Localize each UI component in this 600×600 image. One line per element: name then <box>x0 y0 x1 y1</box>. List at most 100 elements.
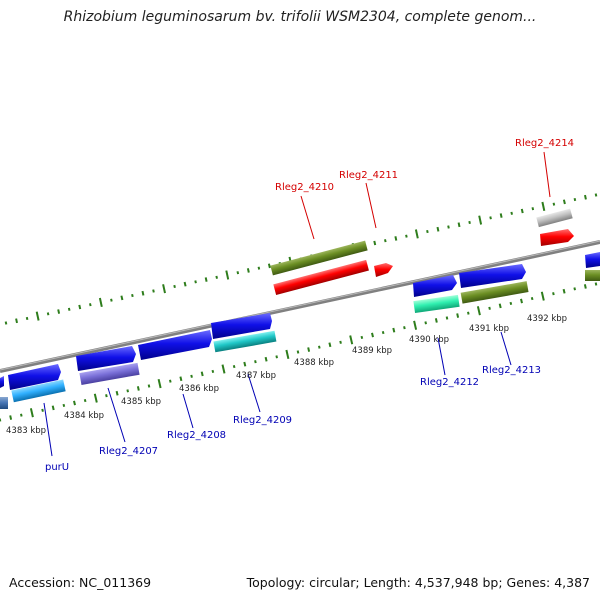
upper-strand-tick <box>15 318 18 324</box>
gene-arrow-blue-b[interactable] <box>459 264 526 288</box>
upper-strand-tick <box>141 290 145 296</box>
lower-strand-tick <box>540 291 545 301</box>
upper-strand-tick <box>183 281 187 287</box>
upper-strand-tick <box>257 266 261 270</box>
lower-strand-tick <box>349 335 354 345</box>
upper-strand-tick <box>426 229 429 234</box>
lower-strand-tick <box>275 355 278 359</box>
upper-strand-tick <box>573 197 577 202</box>
upper-strand-tick <box>236 271 240 275</box>
gene-block-sky-purU[interactable] <box>11 379 66 403</box>
kbp-label: 4386 kbp <box>179 384 219 394</box>
upper-strand-tick <box>531 207 535 211</box>
gene-arrow-red-4211[interactable] <box>374 263 393 277</box>
gene-arrow-red-4214[interactable] <box>540 229 574 246</box>
gene-block-mint-4212[interactable] <box>413 294 460 314</box>
gene-arrow-blue-left2[interactable] <box>8 364 61 390</box>
gene-label-rleg2-4208[interactable]: Rleg2_4208 <box>167 430 226 441</box>
gene-block-gray-4214[interactable] <box>536 208 573 228</box>
upper-strand-tick <box>541 201 546 212</box>
gene-block-red-4210[interactable] <box>273 259 369 296</box>
kbp-label: 4387 kbp <box>236 371 276 381</box>
genome-summary-text: Topology: circular; Length: 4,537,948 bp… <box>246 575 590 590</box>
lower-strand-tick <box>307 347 311 352</box>
lower-strand-tick <box>147 384 151 388</box>
gene-arrow-blue-left1[interactable] <box>0 376 4 388</box>
gene-block-olive-4210[interactable] <box>270 240 368 276</box>
gene-arrow-blue-4208[interactable] <box>138 330 212 360</box>
gene-arrow-blue-right[interactable] <box>585 252 600 268</box>
gene-arrow-blue-a[interactable] <box>413 275 457 297</box>
lower-strand-tick <box>221 364 226 374</box>
gene-label-rleg2-4212[interactable]: Rleg2_4212 <box>420 377 479 388</box>
upper-strand-tick <box>215 275 218 279</box>
upper-strand-tick <box>394 236 398 241</box>
gene-label-rleg2-4207[interactable]: Rleg2_4207 <box>99 446 158 457</box>
lower-strand-tick <box>456 313 460 318</box>
upper-strand-tick <box>4 321 8 325</box>
lower-strand-tick <box>583 284 587 289</box>
gene-features[interactable] <box>0 208 600 409</box>
lower-strand-tick <box>264 356 268 362</box>
lower-strand-tick <box>552 292 555 296</box>
upper-strand-tick <box>162 284 166 294</box>
upper-strand-tick <box>89 303 92 307</box>
lower-strand-tick <box>232 364 236 369</box>
lower-strand-tick <box>434 318 438 323</box>
lower-strand-tick <box>573 287 576 291</box>
lower-strand-tick <box>520 298 523 304</box>
kbp-label: 4383 kbp <box>6 426 46 436</box>
lower-strand-tick <box>179 376 183 382</box>
gene-label-rleg2-4210[interactable]: Rleg2_4210 <box>275 182 334 193</box>
lower-strand-tick <box>339 340 342 344</box>
lower-strand-tick <box>476 306 481 316</box>
gene-labels[interactable]: Rleg2_4210 Rleg2_4211 Rleg2_4214 purU Rl… <box>45 138 574 473</box>
upper-strand-tick <box>489 216 492 220</box>
upper-strand-tick <box>120 295 124 301</box>
upper-strand-tick <box>267 263 271 269</box>
lower-strand-tick <box>413 320 418 330</box>
upper-strand-tick <box>414 229 419 239</box>
upper-strand-tick <box>457 222 461 228</box>
lower-strand-tick <box>20 413 23 417</box>
upper-strand-tick <box>436 226 440 232</box>
kbp-label: 4385 kbp <box>121 397 161 407</box>
lower-strand-tick <box>83 398 87 403</box>
lower-strand-tick <box>392 327 396 333</box>
lower-strand-tick <box>126 389 129 393</box>
upper-strand-tick <box>204 277 208 282</box>
lower-strand-tick <box>381 330 385 335</box>
gene-block-steel-left[interactable] <box>0 397 8 409</box>
kbp-label: 4391 kbp <box>469 324 509 334</box>
gene-arrow-blue-4209[interactable] <box>211 313 272 339</box>
upper-strand-tick <box>25 316 29 321</box>
upper-strand-tick <box>194 280 197 284</box>
gene-block-purple-4207[interactable] <box>79 362 140 385</box>
lower-strand-tick <box>200 371 204 377</box>
lower-strand-tick <box>498 303 502 309</box>
lower-strand-tick <box>254 360 257 364</box>
lower-strand-tick <box>169 379 172 383</box>
gene-label-rleg2-4211[interactable]: Rleg2_4211 <box>339 170 398 181</box>
lower-strand-tick <box>562 288 566 294</box>
gene-label-rleg2-4209[interactable]: Rleg2_4209 <box>233 415 292 426</box>
gene-block-teal-4209[interactable] <box>213 330 277 353</box>
lower-strand-tick <box>509 301 513 306</box>
gene-block-olive-right[interactable] <box>585 270 600 281</box>
gene-arrow-blue-4207[interactable] <box>76 346 136 371</box>
lower-strand-tick <box>9 415 13 420</box>
kbp-label: 4389 kbp <box>352 346 392 356</box>
gene-label-rleg2-4213[interactable]: Rleg2_4213 <box>482 365 541 376</box>
lower-strand-tick <box>445 316 449 320</box>
map-title: Rhizobium leguminosarum bv. trifolii WSM… <box>63 9 537 25</box>
upper-strand-tick <box>373 240 377 246</box>
upper-strand-tick <box>78 304 82 310</box>
gene-block-olive-4213[interactable] <box>460 281 529 304</box>
lower-strand-tick <box>136 386 140 391</box>
lower-strand-tick <box>29 408 34 418</box>
gene-label-rleg2-4214[interactable]: Rleg2_4214 <box>515 138 574 149</box>
gene-label-purU[interactable]: purU <box>45 462 69 473</box>
kbp-label: 4390 kbp <box>409 335 449 345</box>
lower-strand-tick <box>403 326 406 330</box>
